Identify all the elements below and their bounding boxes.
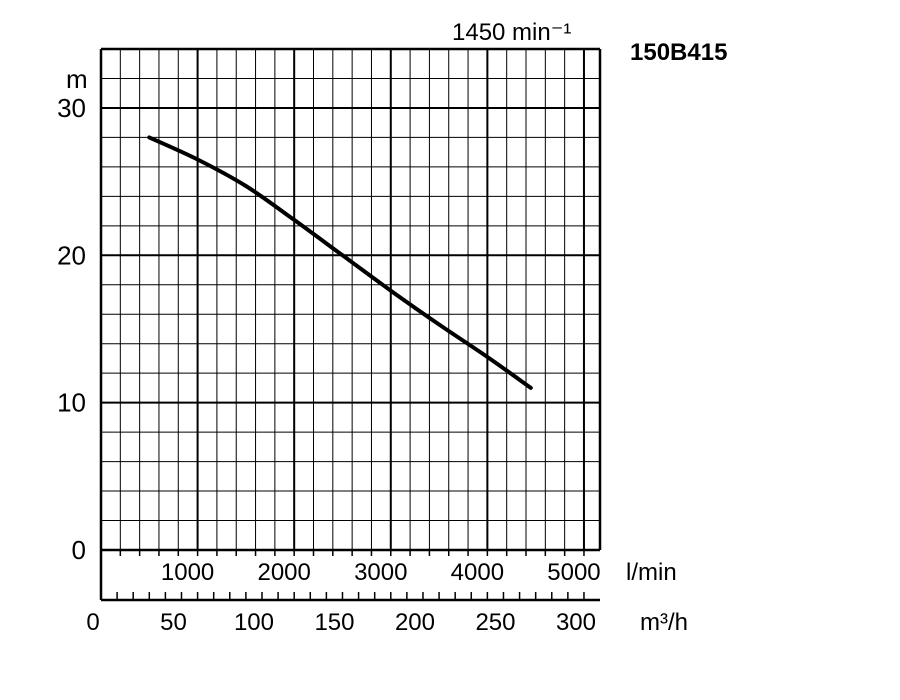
plot-frame — [99, 49, 602, 602]
x-tick-label-m3h: 50 — [160, 609, 187, 636]
x-axis-m3h-unit: m³/h — [640, 609, 688, 636]
y-axis-label: m — [66, 64, 88, 94]
axis-labels: 1450 min⁻¹ 150B415 m l/min m³/h — [66, 19, 727, 636]
y-tick-label: 0 — [72, 535, 86, 565]
x-tick-label-lmin: 4000 — [451, 559, 504, 586]
x-tick-label-m3h: 100 — [234, 609, 274, 636]
y-tick-labels: 0 10 20 30 — [57, 93, 86, 565]
x-tick-label-lmin: 1000 — [161, 559, 214, 586]
x-tick-labels-m3h: 0 50 100 150 200 250 300 — [86, 609, 596, 636]
x-tick-label-m3h: 0 — [86, 609, 99, 636]
x-tick-label-m3h: 200 — [395, 609, 435, 636]
x-tick-label-lmin: 5000 — [547, 559, 600, 586]
x-axis-lmin-unit: l/min — [626, 559, 677, 586]
head-curve-line — [147, 135, 533, 390]
y-tick-label: 10 — [57, 388, 86, 418]
x-tick-label-lmin: 2000 — [257, 559, 310, 586]
x-tick-labels-lmin: 1000 2000 3000 4000 5000 — [161, 559, 601, 586]
x-tick-label-m3h: 150 — [314, 609, 354, 636]
model-label: 150B415 — [630, 39, 727, 66]
x-tick-label-m3h: 250 — [475, 609, 515, 636]
y-tick-label: 30 — [57, 93, 86, 123]
y-tick-label: 20 — [57, 240, 86, 270]
performance-curve — [147, 135, 533, 390]
grid-lines — [101, 47, 600, 550]
x-tick-label-lmin: 3000 — [354, 559, 407, 586]
x-tick-label-m3h: 300 — [556, 609, 596, 636]
speed-label: 1450 min⁻¹ — [452, 19, 571, 46]
